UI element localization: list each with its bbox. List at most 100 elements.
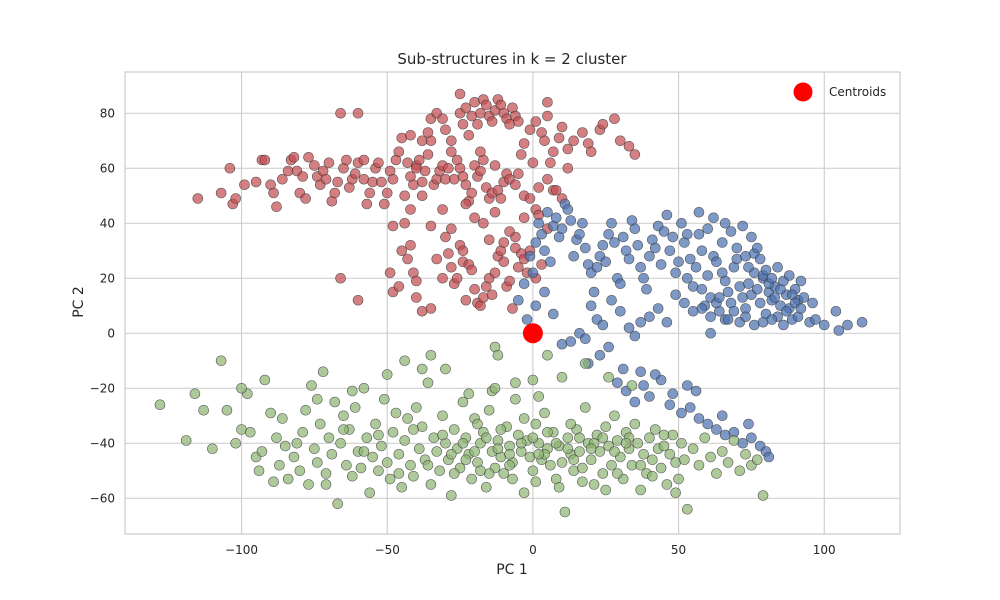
scatter-point: [562, 204, 574, 215]
scatter-point: [518, 413, 530, 424]
scatter-point: [364, 187, 376, 199]
scatter-point: [271, 201, 282, 213]
scatter-point: [416, 176, 428, 188]
scatter-point: [542, 206, 553, 218]
scatter-point: [711, 424, 722, 435]
scatter-point: [437, 272, 448, 284]
scatter-point: [288, 151, 300, 163]
scatter-point: [647, 454, 658, 466]
scatter-point: [751, 454, 763, 466]
scatter-point: [556, 371, 568, 383]
scatter-point: [390, 407, 402, 419]
scatter-point: [396, 245, 408, 257]
scatter-point: [472, 418, 483, 430]
scatter-point: [580, 358, 591, 369]
scatter-point: [585, 300, 597, 312]
scatter-point: [367, 451, 378, 463]
scatter-point: [422, 149, 434, 160]
x-tick-label: 0: [529, 543, 537, 557]
scatter-point: [311, 393, 323, 405]
scatter-point: [457, 396, 469, 408]
scatter-point: [425, 349, 437, 361]
scatter-point: [446, 261, 457, 273]
scatter-point: [411, 402, 422, 413]
scatter-point: [606, 217, 617, 229]
scatter-point: [606, 294, 617, 306]
scatter-point: [617, 363, 629, 375]
scatter-point: [279, 440, 291, 452]
scatter-point: [422, 459, 434, 471]
scatter-point: [346, 385, 358, 397]
scatter-point: [714, 292, 725, 303]
y-tick-label: −20: [90, 381, 115, 395]
scatter-point: [737, 220, 748, 232]
scatter-point: [460, 179, 472, 191]
scatter-point: [323, 157, 335, 169]
scatter-point: [358, 446, 370, 457]
scatter-point: [693, 413, 705, 424]
scatter-point: [632, 437, 644, 449]
scatter-point: [282, 473, 294, 485]
scatter-point: [696, 283, 708, 295]
scatter-point: [504, 448, 515, 460]
scatter-point: [550, 212, 562, 224]
centroid-point: [522, 323, 543, 344]
scatter-point: [696, 245, 708, 257]
scatter-point: [411, 292, 422, 303]
scatter-point: [615, 135, 626, 147]
scatter-point: [679, 297, 690, 309]
scatter-point: [460, 102, 472, 114]
scatter-point: [588, 286, 600, 298]
scatter-point: [300, 193, 311, 204]
scatter-point: [192, 193, 204, 204]
scatter-point: [530, 476, 542, 488]
scatter-point: [693, 459, 705, 471]
scatter-point: [746, 231, 757, 243]
scatter-point: [676, 217, 687, 229]
scatter-point: [230, 437, 242, 449]
scatter-point: [393, 448, 405, 460]
scatter-point: [440, 231, 451, 243]
scatter-point: [562, 162, 574, 174]
scatter-point: [300, 404, 311, 416]
y-tick-label: −40: [90, 436, 115, 450]
scatter-point: [320, 479, 332, 490]
scatter-point: [743, 278, 754, 290]
scatter-point: [510, 179, 521, 191]
scatter-point: [268, 187, 279, 199]
scatter-point: [527, 432, 539, 444]
scatter-point: [446, 135, 457, 147]
scatter-point: [547, 146, 559, 158]
scatter-point: [425, 220, 437, 232]
scatter-point: [661, 209, 673, 221]
scatter-point: [510, 377, 521, 389]
scatter-point: [416, 190, 428, 202]
scatter-point: [574, 228, 585, 240]
scatter-point: [734, 465, 746, 477]
x-axis-label: PC 1: [496, 562, 528, 578]
scatter-point: [658, 440, 670, 452]
scatter-point: [437, 410, 448, 422]
scatter-point: [250, 176, 262, 188]
scatter-point: [699, 432, 711, 444]
scatter-point: [670, 487, 681, 499]
scatter-point: [346, 470, 358, 482]
scatter-point: [545, 256, 556, 268]
scatter-point: [498, 237, 510, 248]
scatter-point: [399, 217, 410, 229]
scatter-point: [635, 261, 646, 273]
scatter-point: [483, 404, 495, 416]
scatter-point: [658, 429, 670, 441]
scatter-point: [684, 402, 696, 413]
scatter-point: [332, 176, 343, 188]
scatter-point: [603, 341, 614, 353]
scatter-point: [574, 432, 585, 444]
scatter-point: [335, 437, 346, 449]
scatter-point: [568, 250, 579, 262]
scatter-point: [463, 129, 475, 141]
scatter-point: [693, 228, 705, 240]
scatter-point: [766, 272, 778, 284]
scatter-point: [425, 303, 437, 314]
scatter-point: [585, 146, 597, 158]
scatter-point: [542, 426, 553, 438]
